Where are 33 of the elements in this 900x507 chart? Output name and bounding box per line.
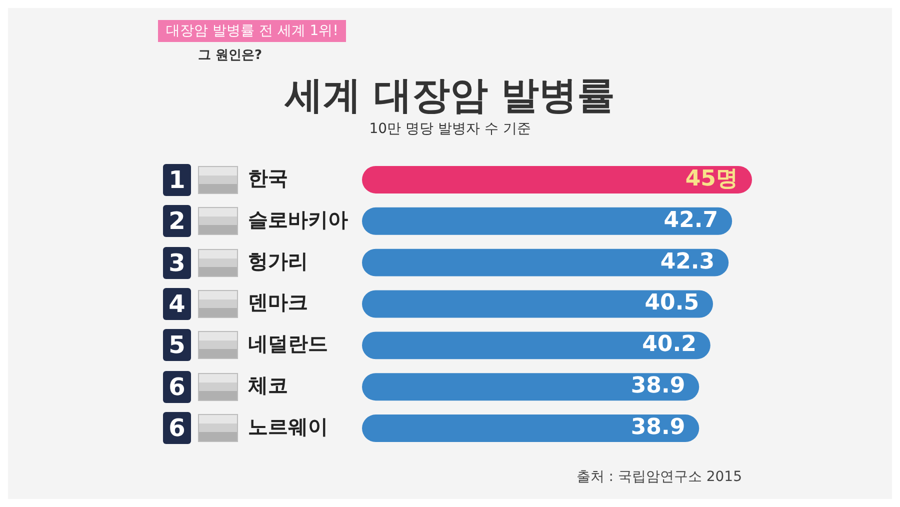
- y-tick-label: 체코: [247, 373, 288, 398]
- chart-subtitle: 10만 명당 발병자 수 기준: [368, 120, 532, 138]
- bar: [362, 290, 713, 318]
- bar: [362, 414, 700, 442]
- data-label: 45명: [685, 166, 738, 192]
- bar: [362, 207, 732, 235]
- source-note: 출처 : 국립암연구소 2015: [576, 468, 742, 486]
- text: 5: [163, 329, 191, 362]
- bar: [362, 248, 729, 276]
- y-tick-label: 네덜란드: [248, 332, 328, 356]
- data-label: 42.3: [660, 249, 715, 274]
- text: 6: [163, 412, 191, 444]
- data-label: 40.2: [642, 332, 696, 358]
- chart-title: 세계 대장암 발병률: [284, 72, 616, 119]
- text: 6: [163, 370, 191, 403]
- text: 그 원인은?: [197, 47, 264, 65]
- y-tick-label: 슬로바키아: [248, 207, 348, 232]
- data-label: 38.9: [630, 415, 686, 440]
- text: 4: [163, 288, 191, 320]
- bar: [362, 332, 710, 360]
- y-tick-label: 덴마크: [248, 290, 308, 314]
- data-label: 38.9: [630, 374, 686, 399]
- text: 3: [163, 246, 191, 279]
- data-label: 42.7: [664, 208, 718, 233]
- data-label: 40.5: [644, 290, 699, 316]
- text: 대장암 발병률 전 세계 1위!: [158, 20, 346, 42]
- y-tick-label: 헝가리: [248, 248, 308, 273]
- y-tick-label: 한국: [248, 166, 288, 190]
- bar: [362, 373, 700, 401]
- text: 1: [163, 164, 191, 196]
- bar: [362, 166, 752, 194]
- text: 2: [163, 205, 191, 238]
- y-tick-label: 노르웨이: [248, 414, 328, 438]
